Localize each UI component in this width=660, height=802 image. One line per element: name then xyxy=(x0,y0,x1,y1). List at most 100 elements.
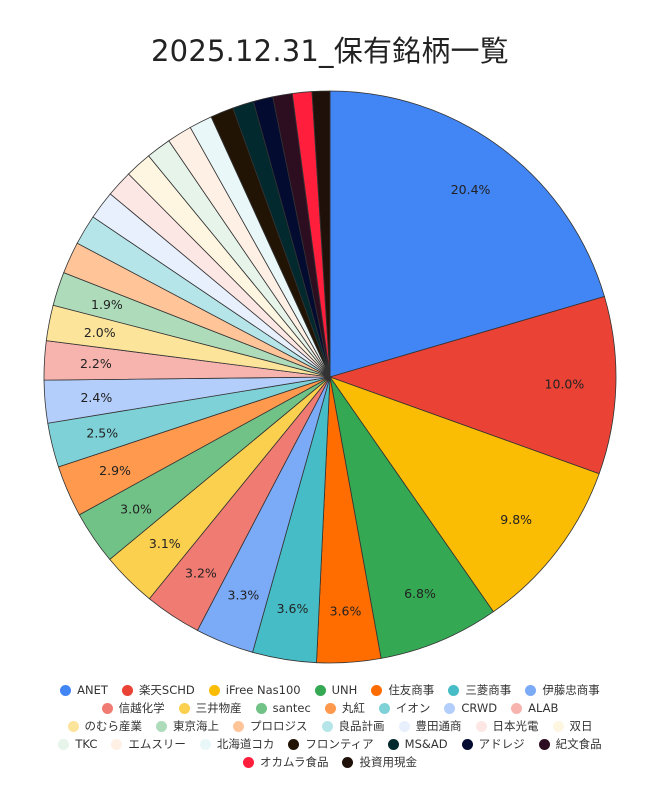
legend-item[interactable]: アドレジ xyxy=(461,735,525,753)
legend-label: 伊藤忠商事 xyxy=(542,683,600,697)
legend-label: 双日 xyxy=(569,719,593,733)
legend-item[interactable]: イオン xyxy=(378,699,431,717)
legend-swatch xyxy=(288,738,300,750)
legend-item[interactable]: フロンティア xyxy=(288,735,374,753)
legend-item[interactable]: 北海道コカ xyxy=(199,735,274,753)
legend-item[interactable]: 東京海上 xyxy=(156,717,219,735)
legend-item[interactable]: 投資用現金 xyxy=(342,753,417,771)
legend-row: 信越化学 三井物産 santec 丸紅 イオン CRWD ALAB xyxy=(30,699,630,717)
slice-data-label: 3.6% xyxy=(330,604,362,619)
legend-item[interactable]: のむら産業 xyxy=(67,717,143,735)
slice-data-label: 2.0% xyxy=(84,325,116,340)
legend-item[interactable]: オカムラ食品 xyxy=(243,753,328,771)
legend-swatch xyxy=(511,702,523,714)
legend-swatch xyxy=(525,684,537,696)
legend-swatch xyxy=(448,684,460,696)
legend-row: TKC エムスリー 北海道コカ フロンティア MS&AD アドレジ 紀文食品 xyxy=(30,735,630,753)
legend-swatch xyxy=(378,702,390,714)
legend-label: 住友商事 xyxy=(388,683,435,697)
legend-item[interactable]: TKC xyxy=(58,735,97,753)
slice-data-label: 2.2% xyxy=(80,356,112,371)
legend-label: TKC xyxy=(75,737,98,751)
legend-item[interactable]: 伊藤忠商事 xyxy=(525,681,600,699)
slice-data-label: 3.0% xyxy=(120,501,152,516)
slice-data-label: 20.4% xyxy=(451,182,491,197)
legend-item[interactable]: 三菱商事 xyxy=(448,681,511,699)
legend-label: 丸紅 xyxy=(341,701,365,715)
legend-item[interactable]: エムスリー xyxy=(111,735,186,753)
legend-item[interactable]: 日本光電 xyxy=(475,717,539,735)
legend-item[interactable]: MS&AD xyxy=(387,735,448,753)
legend-item[interactable]: ANET xyxy=(60,681,108,699)
legend-swatch xyxy=(538,738,550,750)
pie-slice xyxy=(329,376,494,659)
legend-label: のむら産業 xyxy=(84,719,143,733)
legend-label: 三井物産 xyxy=(195,701,242,715)
legend-swatch xyxy=(156,720,167,732)
pie-slice xyxy=(328,296,617,475)
legend-item[interactable]: iFree Nas100 xyxy=(208,681,301,699)
pie-slice xyxy=(328,376,600,613)
legend-swatch xyxy=(67,720,79,732)
legend-swatch xyxy=(461,738,473,750)
slice-data-label: 1.9% xyxy=(91,297,123,312)
pie-data-labels: 20.4% 10.0% 9.8% 6.8% 3.6% 3.6% 3.3% 3.2% 3.1% 3.… xyxy=(80,182,584,619)
legend-label: オカムラ食品 xyxy=(260,755,329,769)
legend-item[interactable]: 住友商事 xyxy=(371,681,434,699)
legend-swatch xyxy=(398,720,410,732)
legend-swatch xyxy=(314,684,326,696)
legend-label: 投資用現金 xyxy=(359,755,417,769)
legend-swatch xyxy=(342,756,354,768)
legend-swatch xyxy=(233,720,244,732)
legend-item[interactable]: 双日 xyxy=(552,717,593,735)
slice-data-label: 2.4% xyxy=(80,390,112,405)
legend-swatch xyxy=(321,720,333,732)
legend-item[interactable]: santec xyxy=(255,699,311,717)
legend-item[interactable]: 丸紅 xyxy=(324,699,365,717)
legend-swatch xyxy=(60,684,72,696)
legend-item[interactable]: 良品計画 xyxy=(321,717,385,735)
pie-slice xyxy=(311,90,331,378)
pie-slices xyxy=(43,90,617,664)
legend-swatch xyxy=(552,720,564,732)
legend-item[interactable]: 信越化学 xyxy=(101,699,165,717)
legend-swatch xyxy=(58,738,70,750)
legend-label: 紀文食品 xyxy=(555,737,602,751)
legend-item[interactable]: 楽天SCHD xyxy=(121,681,195,699)
slice-data-label: 10.0% xyxy=(545,377,585,392)
legend-label: エムスリー xyxy=(128,737,186,751)
legend-swatch xyxy=(243,756,255,768)
legend-label: イオン xyxy=(395,701,431,715)
legend-item[interactable]: UNH xyxy=(314,681,358,699)
legend-label: iFree Nas100 xyxy=(225,683,301,697)
legend-label: UNH xyxy=(331,683,358,697)
legend-row: のむら産業 東京海上 プロロジス 良品計画 豊田通商 日本光電 双日 xyxy=(30,717,630,735)
legend: ANET 楽天SCHD iFree Nas100 UNH 住友商事 三菱商事 伊藤忠商事信越… xyxy=(30,681,630,771)
legend-label: 楽天SCHD xyxy=(138,683,195,697)
legend-item[interactable]: 豊田通商 xyxy=(398,717,462,735)
legend-label: 日本光電 xyxy=(492,719,539,733)
legend-item[interactable]: ALAB xyxy=(511,699,558,717)
legend-swatch xyxy=(111,738,123,750)
chart-title: 2025.12.31_保有銘柄一覧 xyxy=(151,34,509,68)
legend-label: 三菱商事 xyxy=(465,683,512,697)
slice-data-label: 9.8% xyxy=(500,512,532,527)
legend-item[interactable]: 紀文食品 xyxy=(538,735,602,753)
legend-label: ANET xyxy=(77,683,108,697)
legend-item[interactable]: プロロジス xyxy=(233,717,308,735)
legend-label: フロンティア xyxy=(305,737,374,751)
legend-swatch xyxy=(371,684,383,696)
legend-swatch xyxy=(444,702,456,714)
legend-swatch xyxy=(324,702,336,714)
legend-item[interactable]: 三井物産 xyxy=(178,699,242,717)
slice-data-label: 3.3% xyxy=(228,587,260,602)
legend-label: ALAB xyxy=(528,701,559,715)
slice-data-label: 3.6% xyxy=(277,601,309,616)
legend-label: アドレジ xyxy=(478,737,525,751)
slice-data-label: 3.1% xyxy=(149,536,181,551)
legend-item[interactable]: CRWD xyxy=(444,699,497,717)
legend-swatch xyxy=(178,702,190,714)
legend-swatch xyxy=(121,684,133,696)
legend-label: 東京海上 xyxy=(173,719,219,733)
legend-swatch xyxy=(101,702,113,714)
